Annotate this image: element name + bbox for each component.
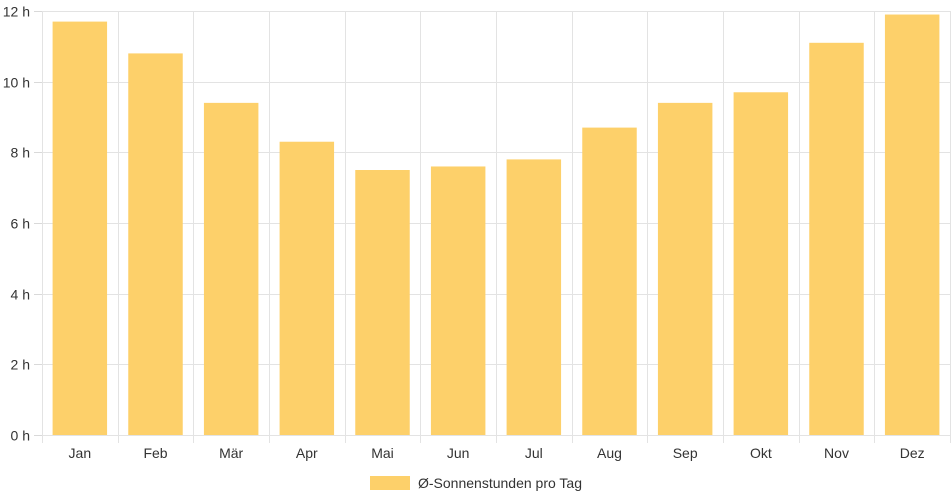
y-tick-label: 8 h [11,145,30,161]
x-tick-label: Jul [525,445,543,461]
bar[interactable] [203,102,259,435]
x-tick-label: Feb [143,445,167,461]
bar[interactable] [733,92,789,436]
y-tick-label: 0 h [11,428,30,444]
bars [52,14,940,436]
bar[interactable] [128,53,183,436]
legend-swatch [370,476,410,490]
bar[interactable] [52,21,108,435]
bar-chart: 0 h 2 h 4 h 6 h 8 h 10 h 12 h Jan Feb Mär Apr Mai Ju… [3,4,951,462]
axis-labels: 0 h 2 h 4 h 6 h 8 h 10 h 12 h Jan Feb Mär Apr Mai Ju… [3,4,925,462]
x-tick-label: Nov [824,445,849,461]
x-tick-label: Sep [673,445,698,461]
bar[interactable] [355,170,410,435]
bar[interactable] [430,166,486,435]
x-tick-label: Jan [69,445,92,461]
legend[interactable]: Ø-Sonnenstunden pro Tag [0,472,952,494]
bar[interactable] [279,141,335,435]
y-tick-label: 6 h [11,216,30,232]
x-tick-label: Dez [900,445,925,461]
legend-label: Ø-Sonnenstunden pro Tag [418,475,582,491]
x-tick-label: Jun [447,445,470,461]
bar[interactable] [506,159,562,435]
x-tick-label: Mai [371,445,394,461]
y-tick-label: 10 h [3,75,30,91]
grid-lines [34,11,951,443]
x-tick-label: Aug [597,445,622,461]
bar[interactable] [809,42,864,436]
y-tick-label: 2 h [11,357,30,373]
bar[interactable] [657,102,713,435]
x-tick-label: Apr [296,445,318,461]
y-tick-label: 12 h [3,4,30,20]
bar[interactable] [884,14,940,436]
x-tick-label: Okt [750,445,772,461]
bar[interactable] [582,127,637,435]
x-tick-label: Mär [219,445,243,461]
y-tick-label: 4 h [11,287,30,303]
